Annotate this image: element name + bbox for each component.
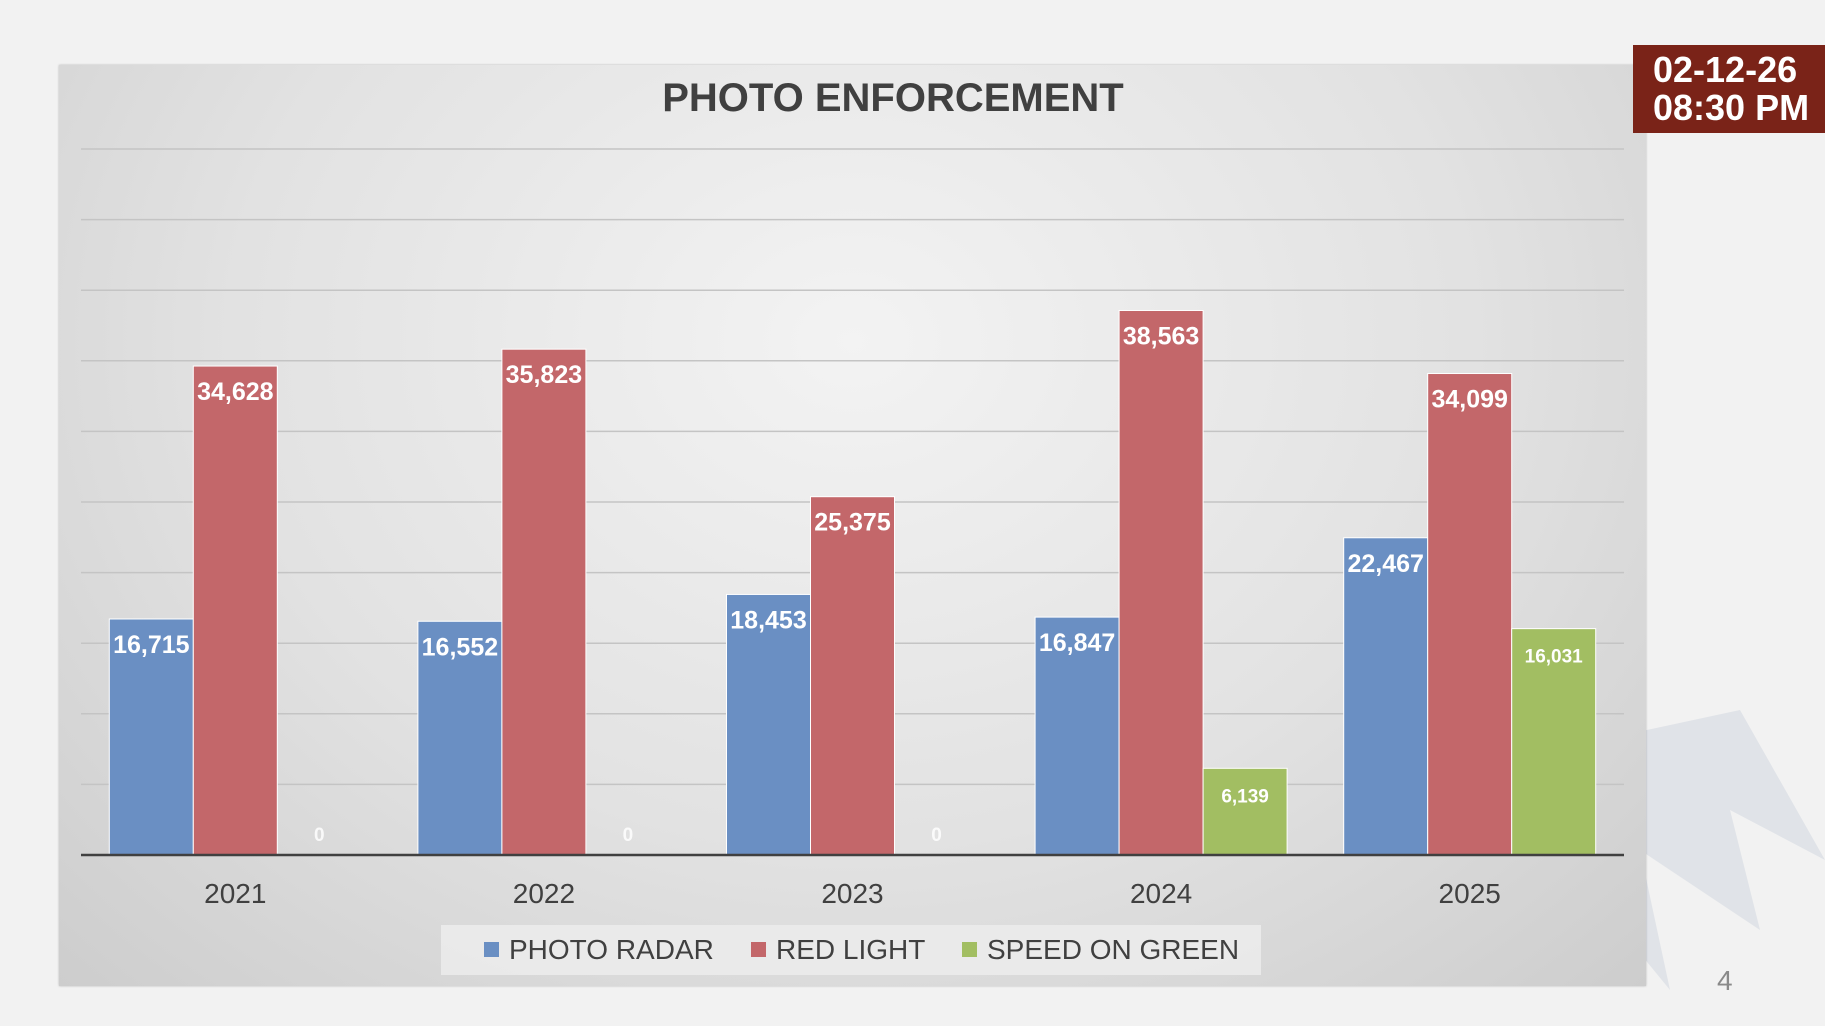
data-label-red-light-2023: 25,375 <box>814 509 891 537</box>
data-label-speed-on-green-2022: 0 <box>623 825 634 846</box>
data-label-speed-on-green-2023: 0 <box>931 825 942 846</box>
legend: PHOTO RADAR RED LIGHT SPEED ON GREEN <box>441 925 1261 975</box>
chart-title: PHOTO ENFORCEMENT <box>662 76 1124 120</box>
data-labels: 16,715 34,628 0 16,552 35,823 0 18,453 25,375 0 1… <box>113 322 1583 846</box>
legend-label-speed-on-green: SPEED ON GREEN <box>987 934 1239 965</box>
legend-label-photo-radar: PHOTO RADAR <box>509 934 714 965</box>
x-tick-label-2022: 2022 <box>513 878 575 909</box>
bar-chart: PHOTO ENFORCEMENT 16,715 34,628 0 16,552 35,… <box>81 76 1624 975</box>
legend-background <box>441 925 1261 975</box>
data-label-speed-on-green-2025: 16,031 <box>1525 647 1584 668</box>
timestamp-badge: 02-12-26 08:30 PM <box>1633 45 1825 133</box>
x-tick-label-2025: 2025 <box>1439 878 1501 909</box>
data-label-red-light-2024: 38,563 <box>1123 322 1199 350</box>
bar-red-light-2024 <box>1118 309 1204 856</box>
data-label-red-light-2021: 34,628 <box>197 378 274 406</box>
bar-photo-radar-2023 <box>726 593 811 856</box>
data-label-photo-radar-2023: 18,453 <box>730 606 806 634</box>
x-tick-label-2024: 2024 <box>1130 878 1192 909</box>
bar-red-light-2023 <box>810 496 895 856</box>
bar-photo-radar-2025 <box>1343 537 1429 856</box>
page-number: 4 <box>1717 965 1733 996</box>
data-label-photo-radar-2021: 16,715 <box>113 631 190 659</box>
data-label-red-light-2025: 34,099 <box>1431 386 1507 414</box>
data-label-speed-on-green-2021: 0 <box>314 825 325 846</box>
data-label-photo-radar-2025: 22,467 <box>1347 550 1423 578</box>
legend-swatch-red-light <box>751 942 766 957</box>
legend-label-red-light: RED LIGHT <box>776 934 925 965</box>
data-label-photo-radar-2024: 16,847 <box>1039 629 1115 657</box>
legend-swatch-speed-on-green <box>962 942 977 957</box>
data-label-red-light-2022: 35,823 <box>506 361 582 389</box>
x-tick-label-2023: 2023 <box>821 878 883 909</box>
x-tick-label-2021: 2021 <box>204 878 266 909</box>
x-tick-labels: 2021 2022 2023 2024 2025 <box>204 878 1501 909</box>
bar-red-light-2025 <box>1427 373 1513 856</box>
bar-red-light-2022 <box>501 348 587 856</box>
bar-photo-radar-2024 <box>1034 616 1120 856</box>
bar-speed-on-green-2025 <box>1511 628 1597 856</box>
data-label-speed-on-green-2024: 6,139 <box>1221 786 1269 807</box>
legend-swatch-photo-radar <box>484 942 499 957</box>
bar-photo-radar-2022 <box>417 620 503 856</box>
bar-speed-on-green-2024 <box>1202 767 1288 856</box>
chart-panel: PHOTO ENFORCEMENT 16,715 34,628 0 16,552 35,… <box>59 65 1646 986</box>
timestamp-time: 08:30 PM <box>1653 87 1810 128</box>
data-label-photo-radar-2022: 16,552 <box>422 633 498 661</box>
bar-red-light-2021 <box>192 365 278 856</box>
bars <box>108 309 1597 856</box>
timestamp-date: 02-12-26 <box>1653 49 1798 90</box>
bar-photo-radar-2021 <box>108 618 194 856</box>
